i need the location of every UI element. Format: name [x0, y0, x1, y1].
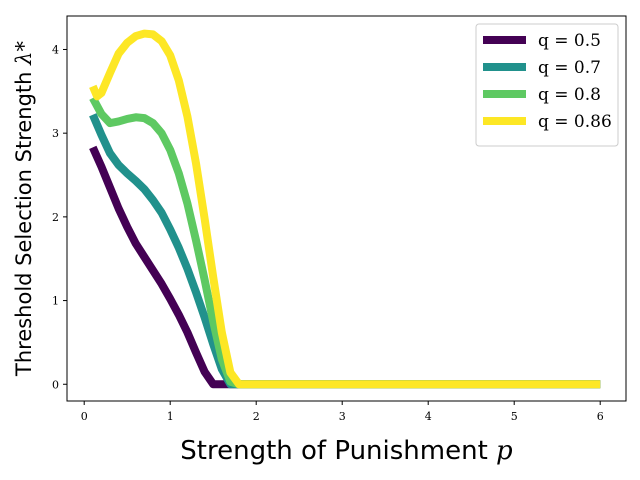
y-tick-label: 4 — [52, 43, 59, 56]
y-tick-label: 2 — [52, 211, 59, 224]
x-tick-label: 6 — [597, 410, 604, 423]
series-lines — [89, 29, 601, 389]
y-axis-label-text: Threshold Selection Strength — [12, 72, 36, 377]
legend-label: q = 0.7 — [538, 58, 601, 78]
x-tick-label: 0 — [81, 410, 88, 423]
series-line-1 — [89, 145, 601, 389]
y-tick-label: 3 — [52, 127, 59, 140]
legend: q = 0.5 q = 0.7 q = 0.8 q = 0.86 — [475, 23, 619, 147]
y-tick-label: 0 — [52, 378, 59, 391]
y-tick-label: 1 — [52, 295, 59, 308]
x-axis-label-variable: p — [496, 436, 513, 466]
x-axis-label-text: Strength of Punishment — [180, 436, 487, 466]
x-tick-label: 2 — [253, 410, 260, 423]
x-tick-label: 4 — [425, 410, 432, 423]
series-line-4 — [89, 29, 601, 389]
legend-item: q = 0.86 — [483, 112, 612, 132]
y-axis-label: Threshold Selection Strength λ* — [12, 41, 36, 377]
x-tick-label: 5 — [511, 410, 518, 423]
x-tick-label: 3 — [339, 410, 346, 423]
legend-box — [475, 23, 619, 147]
series-line-3 — [89, 96, 601, 389]
legend-label: q = 0.5 — [538, 31, 601, 51]
x-axis-label: Strength of Punishment p — [180, 436, 513, 466]
x-tick-label: 1 — [167, 410, 174, 423]
legend-item: q = 0.5 — [483, 31, 601, 51]
plot-frame — [66, 15, 627, 402]
y-axis-ticks: 0 1 2 3 4 — [52, 43, 67, 391]
legend-item: q = 0.8 — [483, 85, 601, 105]
legend-item: q = 0.7 — [483, 58, 601, 78]
y-axis-label-variable: λ* — [12, 41, 36, 66]
legend-label: q = 0.8 — [538, 85, 601, 105]
legend-label: q = 0.86 — [538, 112, 612, 132]
x-axis-ticks: 0 1 2 3 4 5 6 — [81, 401, 604, 423]
